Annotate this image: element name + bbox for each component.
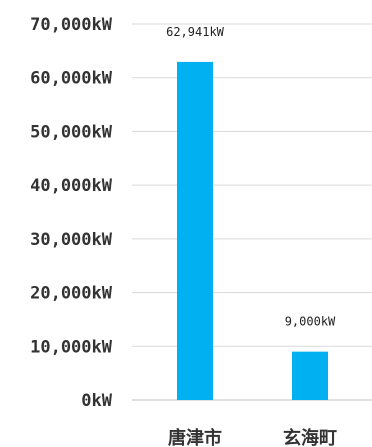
- y-tick-label: 60,000kW: [30, 69, 113, 89]
- bar: [177, 61, 213, 400]
- y-tick-label: 70,000kW: [30, 15, 113, 35]
- y-tick-label: 50,000kW: [30, 122, 113, 142]
- bar: [292, 351, 328, 400]
- y-tick-label: 10,000kW: [30, 337, 113, 357]
- y-tick-label: 20,000kW: [30, 284, 113, 304]
- bars: [177, 61, 328, 400]
- x-tick-label: 唐津市: [168, 427, 222, 447]
- x-axis-ticks: 唐津市 玄海町: [168, 427, 337, 447]
- data-label: 62,941kW: [166, 25, 225, 39]
- y-tick-label: 0kW: [81, 391, 112, 411]
- y-axis-ticks: 0kW 10,000kW 20,000kW 30,000kW 40,000kW 50,00…: [30, 15, 113, 411]
- data-label: 9,000kW: [285, 315, 336, 329]
- x-tick-label: 玄海町: [283, 427, 337, 447]
- y-tick-label: 40,000kW: [30, 176, 113, 196]
- data-labels: 62,941kW 9,000kW: [166, 25, 336, 329]
- y-tick-label: 30,000kW: [30, 230, 113, 250]
- gridlines: [132, 23, 372, 401]
